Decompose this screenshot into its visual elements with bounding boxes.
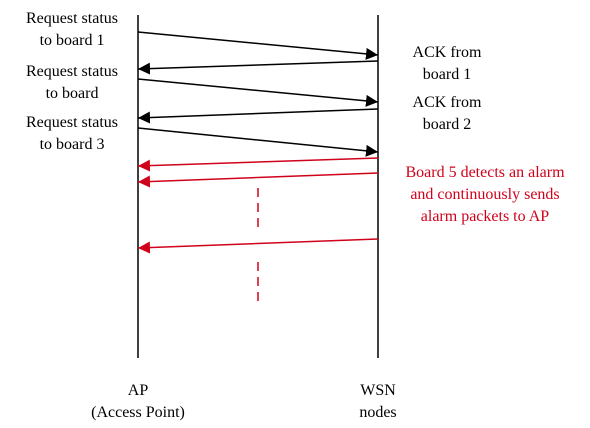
alarm-packet-arrow-3 [137,238,379,254]
ack-board-1-line2: board 1 [422,66,472,83]
ack-board-2-line2: board 2 [422,116,472,133]
alarm-note-line3: alarm packets to AP [420,208,550,225]
ack-board-1-label: ACK from board 1 [392,42,502,86]
request-board-1-line2: to board 1 [39,32,105,49]
wsn-name: WSN [360,382,396,399]
request-board-1-arrow [137,31,379,60]
request-board-3-label: Request status to board 3 [0,112,147,156]
request-board-3-arrow [137,127,379,157]
wsn-axis-label: WSN nodes [298,380,458,424]
ap-axis-label: AP (Access Point) [58,380,218,424]
request-board-1-line1: Request status [26,10,118,27]
alarm-packet-arrow-2 [137,172,379,188]
request-board-1-label: Request status to board 1 [0,8,147,52]
ap-description: (Access Point) [91,404,185,421]
alarm-note-line2: and continuously sends [410,186,560,203]
ack-board-2-arrow [137,108,379,124]
ack-board-1-arrow [137,60,379,75]
ap-name: AP [127,382,149,399]
request-board-2-line2: to board [45,85,99,102]
alarm-packet-arrow-1 [137,157,379,172]
request-board-2-arrow [137,78,379,107]
alarm-note-line1: Board 5 detects an alarm [405,164,565,181]
ack-board-2-label: ACK from board 2 [392,92,502,136]
request-board-3-line1: Request status [26,114,118,131]
request-board-2-label: Request status to board [0,61,147,105]
alarm-note: Board 5 detects an alarm and continuousl… [385,162,585,228]
wsn-description: nodes [359,404,397,421]
request-board-3-line2: to board 3 [39,136,105,153]
request-board-2-line1: Request status [26,63,118,80]
ack-board-2-line1: ACK from [412,94,482,111]
ack-board-1-line1: ACK from [412,44,482,61]
